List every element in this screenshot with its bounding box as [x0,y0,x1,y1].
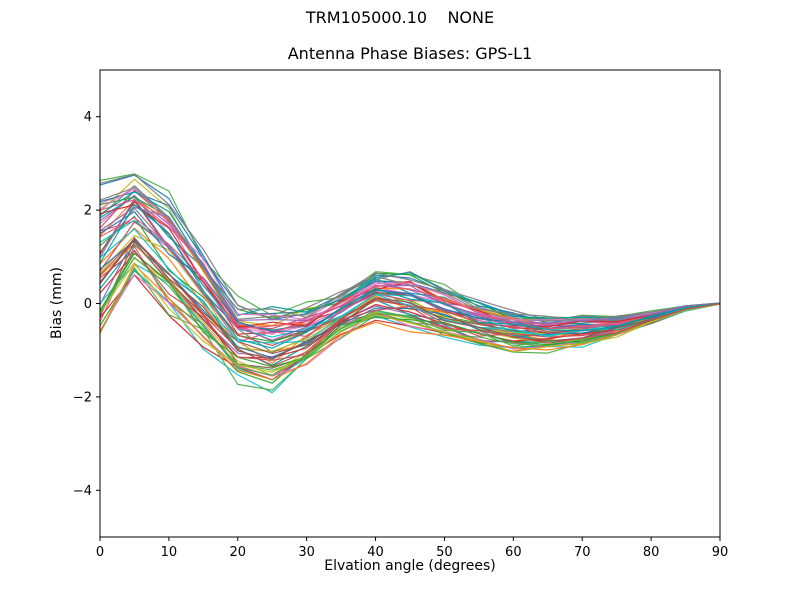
x-tick-label: 20 [230,545,247,560]
y-tick-label: 0 [84,297,92,312]
x-tick-label: 0 [96,545,104,560]
x-axis-label: Elvation angle (degrees) [324,558,496,574]
x-tick-label: 30 [298,545,315,560]
plot-line [99,187,721,322]
x-tick-label: 90 [712,545,729,560]
plot-lines [99,173,721,394]
x-tick-label: 50 [436,545,453,560]
plot-line [99,262,721,373]
plot-line [99,206,721,324]
x-tick-label: 60 [505,545,522,560]
plot-line [99,256,721,376]
plot-line [99,173,721,321]
y-axis-label: Bias (mm) [49,266,65,340]
plot-line [99,204,721,328]
plot-line [99,237,721,360]
figure-suptitle: TRM105000.10 NONE [305,8,495,27]
plot-line [99,204,721,349]
x-axis-ticks: 0 10 20 30 40 50 60 70 80 90 [96,537,728,560]
plot-line [99,228,721,344]
y-tick-label: −4 [73,484,92,499]
x-tick-label: 10 [161,545,178,560]
plot-line [99,263,721,381]
plot-line [99,217,721,330]
plot-line [99,250,721,361]
y-tick-label: −2 [73,390,92,405]
y-tick-label: 2 [84,204,92,219]
axes-title: Antenna Phase Biases: GPS-L1 [287,44,533,63]
x-tick-label: 40 [367,545,384,560]
y-axis-ticks: −4 −2 0 2 4 [73,110,100,499]
y-tick-label: 4 [84,110,92,125]
x-tick-label: 80 [643,545,660,560]
x-tick-label: 70 [574,545,591,560]
